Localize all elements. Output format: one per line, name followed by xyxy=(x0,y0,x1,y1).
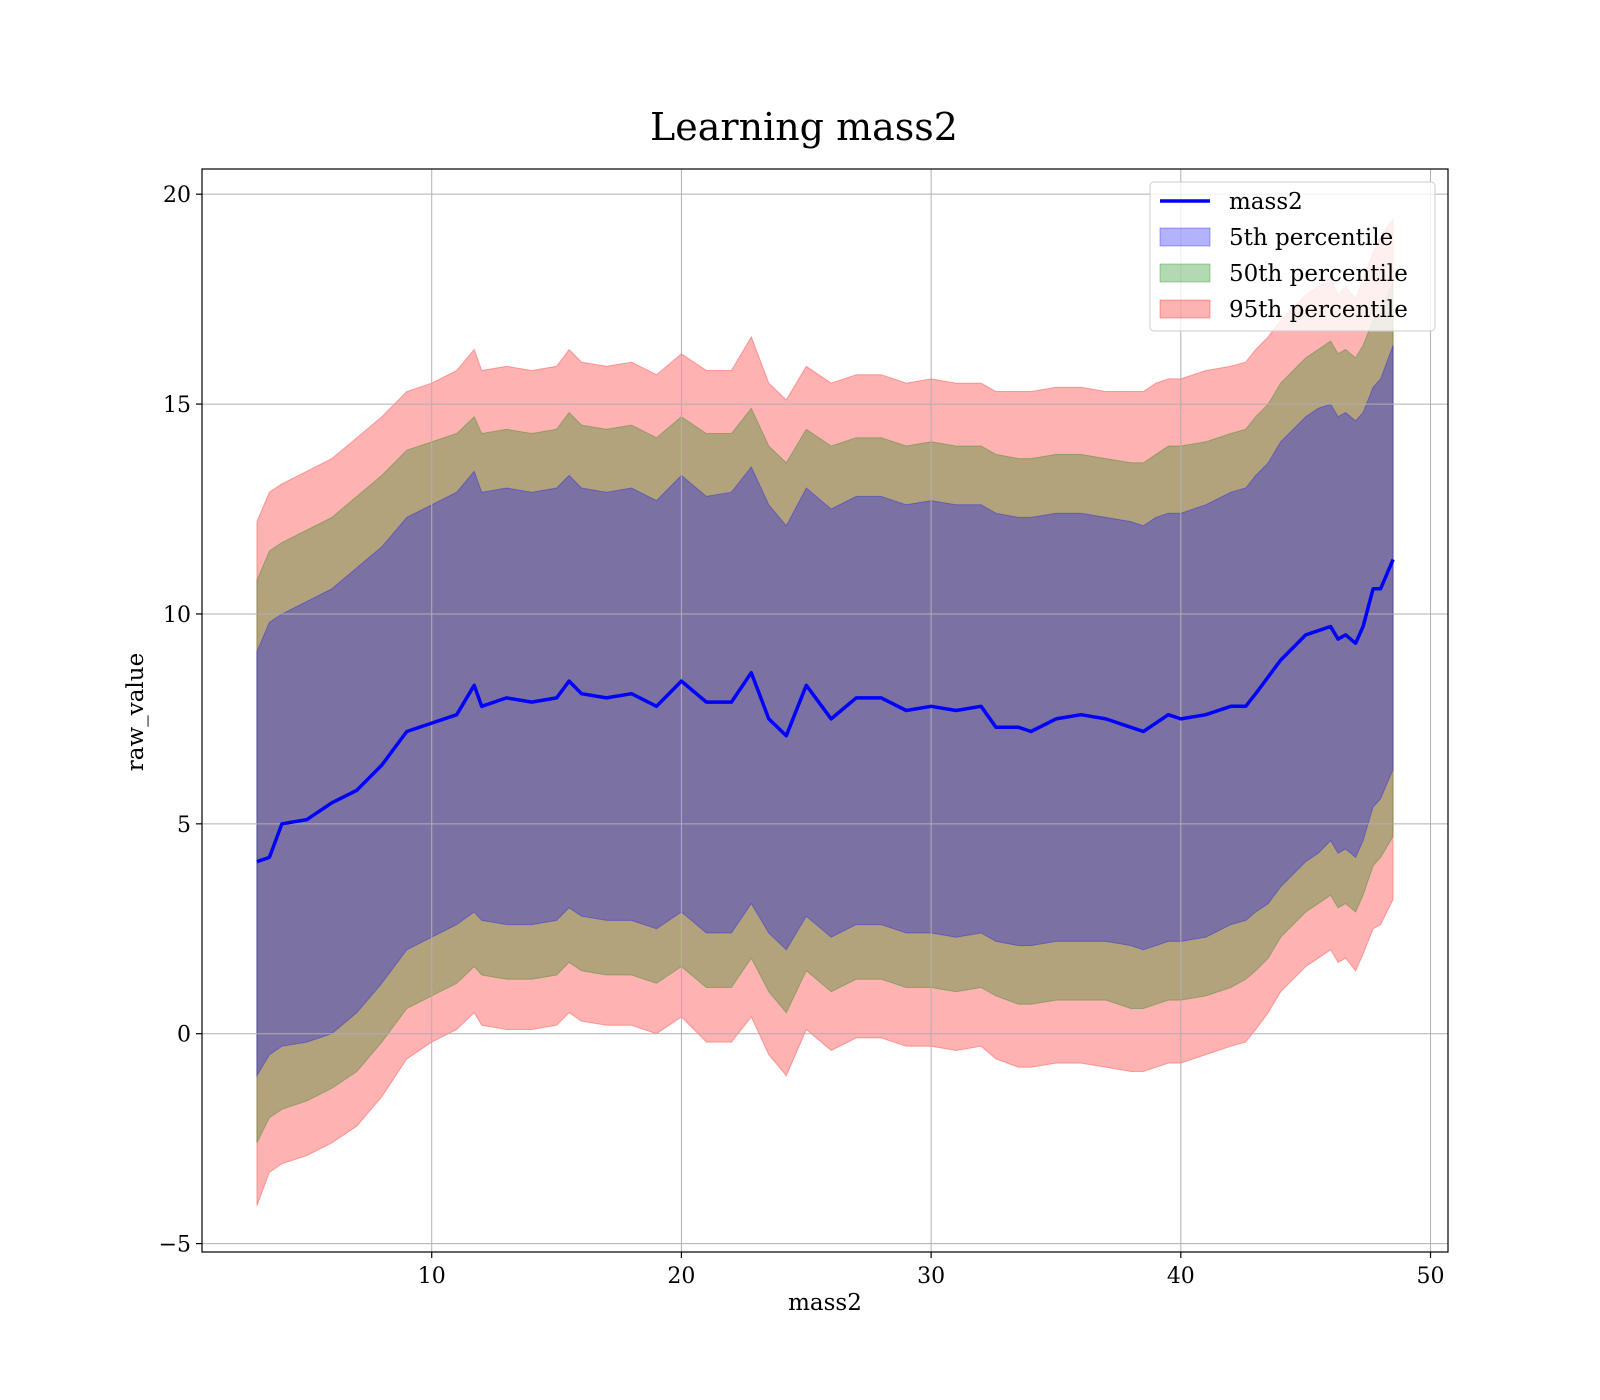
series-lines xyxy=(256,558,1395,864)
legend-label: mass2 xyxy=(1229,189,1303,215)
legend-label: 95th percentile xyxy=(1229,297,1408,323)
x-axis-label: mass2 xyxy=(788,1290,862,1316)
y-tick-label: 10 xyxy=(163,603,191,628)
x-tick-label: 20 xyxy=(667,1264,695,1289)
legend-label: 5th percentile xyxy=(1229,225,1393,251)
y-tick-label: 5 xyxy=(177,813,191,838)
legend-swatch-patch xyxy=(1159,263,1211,283)
legend: mass2 5th percentile 50th percentile 95th p… xyxy=(1149,181,1436,332)
y-tick-label: −5 xyxy=(159,1233,191,1258)
y-tick-label: 15 xyxy=(163,393,191,418)
chart-title: Learning mass2 xyxy=(650,105,958,149)
y-axis-ticks: −5 0 5 10 15 20 xyxy=(159,183,202,1258)
y-tick-label: 0 xyxy=(177,1023,191,1048)
legend-swatch-patch xyxy=(1159,227,1211,247)
x-tick-label: 50 xyxy=(1417,1264,1445,1289)
series-line-mass2 xyxy=(256,558,1395,864)
y-axis-label: raw_value xyxy=(123,653,149,771)
legend-swatch-patch xyxy=(1159,299,1211,319)
legend-box xyxy=(1149,181,1436,332)
x-tick-label: 40 xyxy=(1167,1264,1195,1289)
x-axis-ticks: 10 20 30 40 50 xyxy=(418,1252,1445,1289)
x-tick-label: 30 xyxy=(917,1264,945,1289)
plot-frame xyxy=(201,168,1449,1253)
x-tick-label: 10 xyxy=(418,1264,446,1289)
legend-label: 50th percentile xyxy=(1229,261,1408,287)
y-tick-label: 20 xyxy=(163,183,191,208)
